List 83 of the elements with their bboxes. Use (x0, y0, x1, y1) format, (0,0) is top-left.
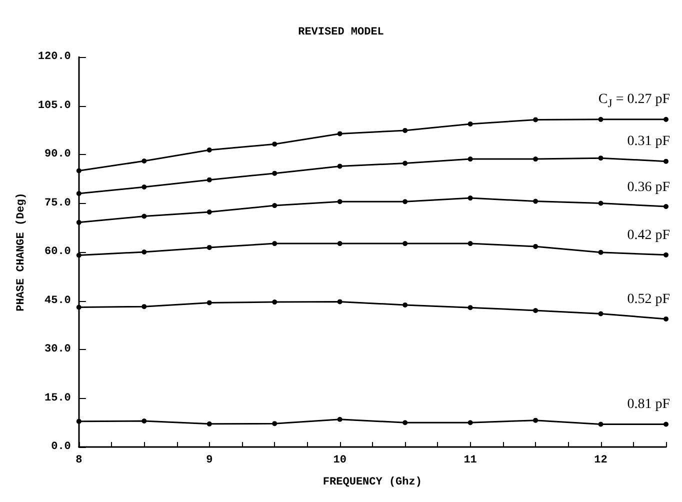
point (272, 421, 278, 426)
y-tick-label: 75.0 (44, 197, 71, 210)
series-label: C$_{J}$ = 0.27 pF (598, 91, 670, 112)
point (142, 418, 147, 424)
point (337, 241, 342, 246)
series-label: 0.42 pF (627, 226, 670, 245)
series-label: 0.81 pF (627, 396, 670, 414)
series-label: 0.36 pF (627, 178, 670, 196)
point (468, 420, 473, 426)
point (598, 116, 604, 122)
series-label: 0.52 pF (627, 290, 670, 309)
point (468, 305, 473, 310)
point (76, 220, 82, 225)
point (206, 300, 212, 306)
series-label: 0.31 pF (627, 133, 670, 152)
point (206, 421, 212, 426)
point (664, 316, 668, 322)
point (76, 168, 82, 174)
point (598, 250, 604, 255)
point (533, 244, 538, 249)
point (272, 142, 278, 147)
point (598, 311, 604, 316)
y-tick-label: 30.0 (44, 344, 71, 356)
x-tick-label: 10 (333, 454, 346, 466)
y-tick-label: 0.0 (51, 441, 71, 453)
point (337, 199, 342, 204)
point (76, 304, 82, 310)
point (402, 160, 408, 166)
point (533, 308, 538, 313)
point (337, 164, 342, 169)
point (206, 210, 212, 215)
point (664, 158, 668, 164)
point (533, 156, 538, 162)
point (468, 156, 473, 162)
point (142, 214, 147, 219)
point (337, 131, 342, 136)
point (337, 416, 342, 422)
point (402, 302, 408, 308)
point (272, 300, 278, 305)
point (142, 184, 147, 190)
point (402, 128, 408, 133)
x-axis-title: FREQUENCY (Ghz) (322, 476, 422, 488)
point (142, 304, 147, 310)
x-tick-label: 8 (76, 454, 83, 466)
point (206, 244, 212, 250)
point (272, 241, 278, 246)
point (533, 198, 538, 204)
point (664, 422, 668, 427)
y-tick-label: 15.0 (44, 392, 71, 404)
point (337, 299, 342, 304)
point (598, 156, 604, 161)
point (402, 241, 408, 246)
point (664, 204, 668, 209)
point (76, 252, 82, 258)
point (272, 203, 278, 208)
point (76, 418, 82, 424)
point (402, 420, 408, 426)
point (272, 170, 278, 176)
point (468, 196, 473, 201)
y-tick-label: 105.0 (38, 100, 71, 112)
y-tick-label: 60.0 (44, 246, 71, 258)
x-tick-label: 11 (464, 454, 478, 466)
y-tick-label: 90.0 (44, 148, 71, 160)
y-tick-label: 45.0 (44, 294, 71, 307)
point (142, 250, 147, 254)
point (206, 147, 212, 152)
y-axis-title: PHASE CHANGE (Deg) (16, 192, 28, 312)
y-tick-label: 120.0 (38, 51, 71, 63)
point (598, 200, 604, 206)
x-tick-label: 9 (206, 454, 213, 466)
point (468, 241, 473, 246)
point (664, 252, 668, 258)
point (468, 121, 473, 126)
x-tick-label: 12 (594, 454, 608, 466)
point (598, 422, 604, 427)
point (533, 418, 538, 423)
chart-title: REVISED MODEL (298, 26, 384, 38)
point (664, 116, 668, 122)
point (402, 199, 408, 204)
point (533, 117, 538, 122)
point (142, 158, 147, 164)
point (76, 191, 82, 196)
point (206, 177, 212, 182)
